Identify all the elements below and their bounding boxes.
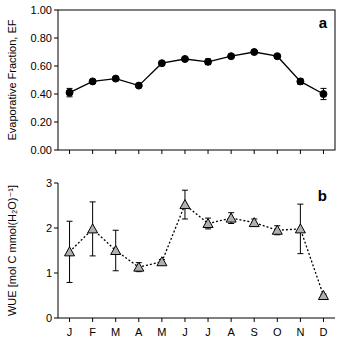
x-tick xyxy=(231,318,232,322)
marker xyxy=(251,49,258,56)
panel: 0.00 0.20 0.40 0.60 0.80 1.00 Evaporative Frac… xyxy=(6,4,335,156)
x-tick xyxy=(231,150,232,154)
marker xyxy=(226,213,236,222)
y-tick-label: 0.20 xyxy=(31,116,52,128)
y-tick xyxy=(54,150,58,151)
x-tick xyxy=(161,318,162,322)
marker xyxy=(320,91,327,98)
y-tick xyxy=(54,273,58,274)
x-tick xyxy=(277,318,278,322)
x-tick xyxy=(254,318,255,322)
error-bar xyxy=(297,79,303,85)
x-tick-label: M xyxy=(157,326,166,338)
x-tick xyxy=(184,150,185,154)
y-tick-label: 3 xyxy=(46,177,52,189)
x-tick xyxy=(161,150,162,154)
x-tick xyxy=(184,318,185,322)
x-tick xyxy=(138,318,139,322)
x-axis xyxy=(58,318,335,319)
y-tick-label: 0.40 xyxy=(31,88,52,100)
marks xyxy=(65,190,329,299)
x-tick xyxy=(208,318,209,322)
x-tick xyxy=(208,150,209,154)
marker xyxy=(181,56,188,63)
marker xyxy=(66,89,73,96)
figure: 0.00 0.20 0.40 0.60 0.80 1.00 Evaporative Frac… xyxy=(0,0,347,347)
y-axis-label: WUE [mol C mmol(H₂O)⁻¹] xyxy=(6,185,18,316)
marker xyxy=(111,246,121,255)
marker xyxy=(134,262,144,271)
marks xyxy=(66,49,327,100)
marker xyxy=(297,78,304,85)
frame xyxy=(58,10,335,150)
x-tick xyxy=(92,150,93,154)
y-tick xyxy=(54,183,58,184)
x-tick-label: N xyxy=(296,326,304,338)
y-tick xyxy=(54,38,58,39)
y-tick xyxy=(54,66,58,67)
marker xyxy=(318,291,328,300)
x-tick-label: O xyxy=(273,326,282,338)
series-line xyxy=(70,52,324,94)
marker xyxy=(205,58,212,65)
marker xyxy=(112,75,119,82)
x-tick xyxy=(115,318,116,322)
x-tick-label: A xyxy=(135,326,143,338)
x-tick-label: F xyxy=(89,326,96,338)
marker xyxy=(203,219,213,228)
x-tick xyxy=(323,318,324,322)
x-tick-label: J xyxy=(67,326,73,338)
panel-label: a xyxy=(319,14,328,31)
marker xyxy=(272,225,282,234)
y-tick-label: 0 xyxy=(46,312,52,324)
x-tick-label: J xyxy=(182,326,188,338)
panel: 0 1 2 3 J F M A M J J A S O N D WUE [mol C mmol(H₂O)⁻¹] b xyxy=(6,177,335,338)
y-axis xyxy=(58,183,59,318)
error-bar xyxy=(67,88,73,96)
x-tick-label: J xyxy=(205,326,211,338)
x-tick xyxy=(69,150,70,154)
series-line xyxy=(70,205,324,296)
x-tick-label: A xyxy=(227,326,235,338)
y-axis-label: Evaporative Fraction, EF xyxy=(6,19,18,140)
marker xyxy=(274,53,281,60)
panel-label: b xyxy=(318,187,327,204)
y-tick xyxy=(54,122,58,123)
y-tick-label: 1 xyxy=(46,267,52,279)
x-tick xyxy=(115,150,116,154)
y-tick xyxy=(54,94,58,95)
marker xyxy=(228,53,235,60)
y-tick xyxy=(54,228,58,229)
y-tick xyxy=(54,318,58,319)
error-bar xyxy=(205,59,211,65)
x-tick-label: D xyxy=(319,326,327,338)
marker xyxy=(157,257,167,266)
x-tick-label: S xyxy=(251,326,258,338)
y-tick-label: 0.60 xyxy=(31,60,52,72)
y-tick xyxy=(54,10,58,11)
error-bar xyxy=(320,88,326,99)
marker xyxy=(89,78,96,85)
marker xyxy=(135,82,142,89)
y-tick-label: 2 xyxy=(46,222,52,234)
marker xyxy=(65,247,75,256)
marker xyxy=(249,218,259,227)
y-tick-label: 0.00 xyxy=(31,144,52,156)
x-tick-label: M xyxy=(111,326,120,338)
x-tick xyxy=(277,150,278,154)
y-tick-label: 1.00 xyxy=(31,4,52,16)
x-tick xyxy=(92,318,93,322)
marker xyxy=(180,200,190,209)
y-tick-label: 0.80 xyxy=(31,32,52,44)
marker xyxy=(88,224,98,233)
x-tick xyxy=(138,150,139,154)
x-tick xyxy=(300,318,301,322)
x-tick xyxy=(69,318,70,322)
x-tick xyxy=(254,150,255,154)
x-tick xyxy=(300,150,301,154)
marker xyxy=(295,224,305,233)
x-tick xyxy=(323,150,324,154)
marker xyxy=(158,60,165,67)
